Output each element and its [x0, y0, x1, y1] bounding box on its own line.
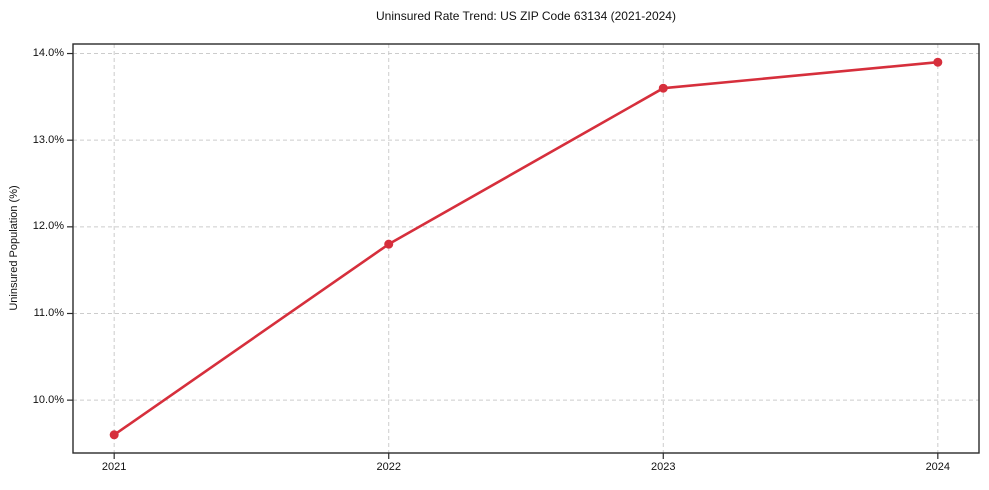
- data-point: [933, 57, 943, 67]
- y-tick-label: 11.0%: [33, 306, 64, 319]
- y-tick-label: 14.0%: [32, 47, 64, 60]
- chart-title: Uninsured Rate Trend: US ZIP Code 63134 …: [376, 9, 676, 23]
- x-tick-label: 2022: [376, 461, 401, 473]
- trend-line: [112, 60, 940, 437]
- y-tick-label: 10.0%: [32, 393, 64, 406]
- y-tick-label: 13.0%: [32, 133, 64, 146]
- x-tick-label: 2023: [651, 461, 676, 473]
- plot-border: [72, 43, 980, 454]
- y-tick-label: 12.0%: [32, 220, 64, 233]
- data-point: [658, 83, 668, 93]
- x-tick-label: 2021: [101, 461, 127, 473]
- data-point: [384, 239, 394, 249]
- data-point: [109, 430, 119, 440]
- x-tick-label: 2024: [925, 461, 951, 473]
